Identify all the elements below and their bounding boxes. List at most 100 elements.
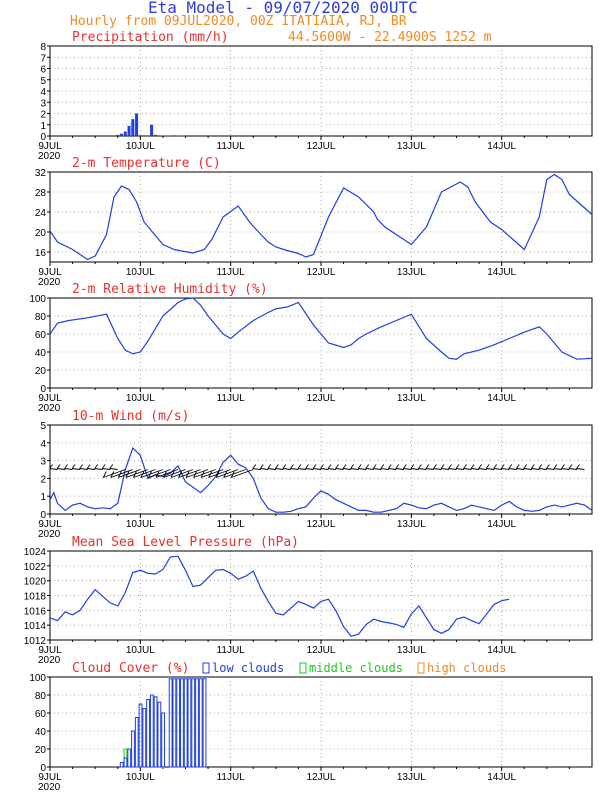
wind-barb (170, 469, 194, 478)
cloud-bar (153, 696, 158, 768)
wind-barb (86, 464, 91, 469)
wind-barb (208, 471, 213, 478)
wind-barb (403, 468, 412, 470)
wind-barb (425, 464, 430, 469)
x-tick-label: 9JUL (38, 267, 62, 278)
y-tick-label: 1 (40, 492, 46, 503)
x-tick-label: 14JUL (487, 141, 516, 152)
y-tick-label: 4 (40, 87, 46, 98)
wind-barb (530, 464, 535, 469)
panel-title: Precipitation (mm/h) (72, 30, 229, 45)
wind-barb (155, 471, 160, 478)
wind-barb (267, 468, 276, 470)
precip-bar (176, 135, 180, 137)
chart-subtitle: Hourly from 09JUL2020, 00Z ITATIAIA, RJ,… (70, 14, 407, 29)
wind-barb (110, 471, 115, 478)
x-tick-label: 14JUL (487, 772, 516, 783)
y-tick-label: 80 (35, 312, 47, 323)
chart-title: Eta Model - 09/07/2020 00UTC (148, 0, 418, 17)
wind-barb (372, 464, 377, 469)
x-tick-label: 11JUL (217, 519, 246, 530)
precip-bar (127, 125, 131, 136)
legend-label: middle clouds (309, 661, 403, 675)
wind-barb (478, 464, 482, 469)
wind-barb (56, 468, 66, 470)
wind-barb (470, 464, 475, 469)
precip-bar (120, 133, 124, 136)
rh-line (49, 297, 593, 360)
x-year-label: 2020 (38, 277, 61, 288)
wind-barb (320, 468, 329, 470)
wind-barb (297, 464, 302, 469)
wind-barb (425, 468, 434, 470)
cloud-bar (161, 712, 166, 768)
cloud-bar (123, 757, 128, 768)
x-tick-label: 11JUL (217, 267, 246, 278)
wind-barb (155, 469, 179, 478)
x-year-label: 2020 (38, 403, 61, 414)
wind-barb (312, 464, 317, 469)
wind-barb (252, 468, 261, 470)
x-tick-label: 9JUL (38, 772, 62, 783)
wind-barb (478, 468, 487, 470)
wind-barb (118, 469, 141, 478)
wind-barb (148, 469, 171, 478)
x-tick-label: 10JUL (126, 519, 155, 530)
wind-barb (561, 468, 570, 470)
wind-barb (79, 468, 88, 470)
x-tick-label: 9JUL (38, 393, 62, 404)
y-tick-label: 1024 (24, 547, 47, 558)
cloud-bar (176, 678, 181, 768)
wind-barb (178, 469, 201, 478)
y-tick-label: 80 (35, 691, 47, 702)
wind-barb (433, 464, 437, 469)
panel-precip (47, 45, 593, 140)
wind-barb (282, 464, 287, 469)
x-tick-label: 13JUL (397, 772, 426, 783)
x-year-label: 2020 (38, 151, 61, 162)
precip-bar (116, 134, 120, 136)
temp-line (49, 173, 593, 261)
wind-barb (455, 464, 460, 469)
wind-barb (185, 471, 190, 478)
x-tick-label: 12JUL (307, 141, 336, 152)
panel-title: Cloud Cover (%) (72, 661, 189, 676)
wind-barb (290, 468, 299, 470)
wind-barb (260, 468, 269, 470)
wind-barb (538, 464, 543, 469)
y-tick-label: 100 (29, 294, 46, 305)
wind-barb (553, 464, 558, 469)
wind-barb (365, 464, 370, 469)
wind-barb (103, 469, 126, 478)
wind-barb (561, 464, 565, 469)
y-tick-label: 28 (35, 188, 47, 199)
wind-barb (163, 471, 167, 478)
wind-barb (463, 464, 467, 469)
wind-barb (395, 468, 404, 470)
cloud-bar (195, 678, 199, 768)
wind-barb (102, 468, 111, 470)
panel-title: 2-m Relative Humidity (%) (72, 282, 268, 297)
x-tick-label: 11JUL (217, 393, 246, 404)
wind-barb (576, 464, 580, 469)
wind-barb (49, 464, 53, 469)
wind-barb (350, 468, 359, 470)
cloud-bar (157, 701, 162, 768)
legend-swatch (417, 662, 425, 674)
cloud-bar (198, 678, 203, 768)
precip-bar (153, 134, 157, 136)
wind-barb (312, 468, 322, 470)
cloud-bar (131, 730, 135, 768)
wind-barb (531, 468, 540, 470)
cloud-bar (191, 678, 196, 768)
wind-barb (94, 468, 103, 470)
wind-barb (79, 464, 83, 469)
wind-barb (440, 464, 445, 469)
y-tick-label: 20 (35, 366, 47, 377)
wind-barb (230, 471, 235, 478)
y-tick-label: 24 (35, 208, 47, 219)
x-tick-label: 9JUL (38, 141, 62, 152)
precip-bar (168, 135, 172, 137)
wind-barb (223, 471, 228, 478)
x-year-label: 2020 (38, 529, 61, 540)
